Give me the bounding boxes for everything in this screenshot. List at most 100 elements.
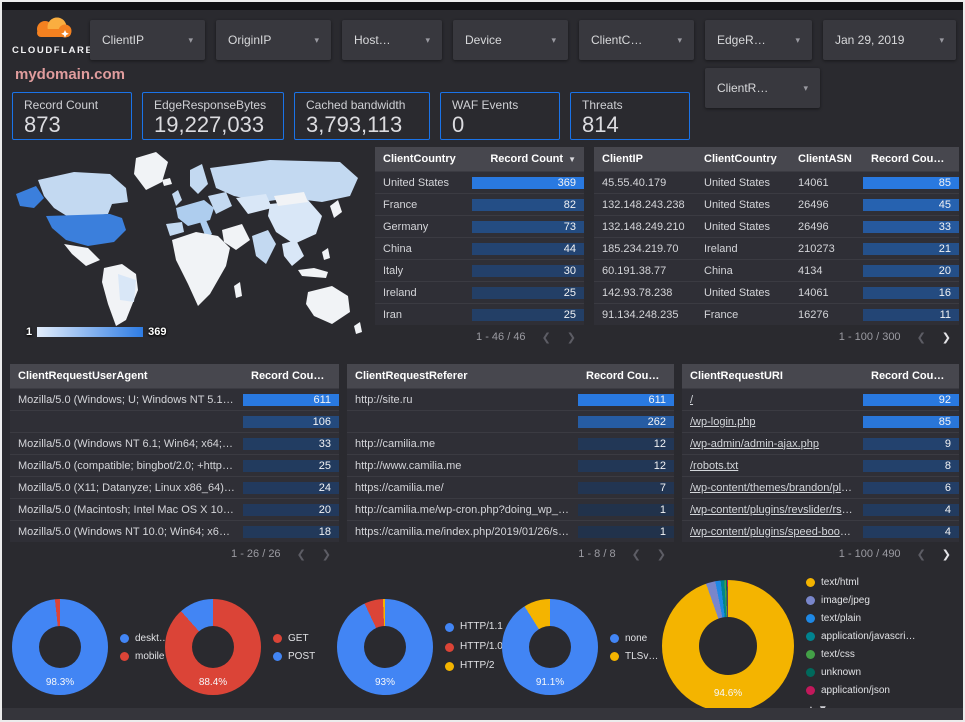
- uri-link[interactable]: /wp-content/themes/brandon/plu…: [690, 481, 859, 494]
- record-count-cell: 25: [472, 286, 584, 299]
- legend-dot-icon: [445, 662, 454, 671]
- chart-legend: deskt… mobile: [120, 633, 169, 662]
- table-pagination: 1 - 26 / 26 ❮ ❯: [10, 542, 339, 566]
- filter-originip[interactable]: OriginIP ▾: [216, 20, 331, 60]
- pagination-next-icon[interactable]: ❯: [656, 548, 666, 561]
- table-header-row: ClientIP ClientCountry ClientASN Record Cou…: [594, 147, 959, 171]
- table-cell: Mozilla/5.0 (compatible; bingbot/2.0; +h…: [18, 459, 243, 472]
- table-cell: 4134: [798, 264, 823, 277]
- pagination-next-icon[interactable]: ❯: [941, 331, 951, 344]
- column-header[interactable]: ClientRequestURI: [690, 370, 783, 382]
- scorecard-value: 19,227,033: [154, 112, 265, 137]
- date-range-filter[interactable]: Jan 29, 2019 ▾: [823, 20, 956, 60]
- table-row: Mozilla/5.0 (Macintosh; Intel Mac OS X 1…: [10, 498, 339, 520]
- column-header[interactable]: ClientRequestUserAgent: [18, 370, 148, 382]
- table-row: 60.191.38.77 China 4134 20: [594, 259, 959, 281]
- legend-item: text/html: [806, 577, 916, 588]
- table-row: https://camilia.me/index.php/2019/01/26/…: [347, 520, 674, 542]
- pagination-prev-icon[interactable]: ❮: [916, 331, 926, 344]
- table-cell: United States: [383, 176, 450, 189]
- legend-label: none: [625, 632, 648, 644]
- column-header[interactable]: Record Count ▼: [490, 153, 576, 165]
- table-row: Germany 73: [375, 215, 584, 237]
- legend-dot-icon: [445, 642, 454, 652]
- table-cell: http://camilia.me/wp-cron.php?doing_wp_c…: [355, 503, 578, 516]
- filter-host[interactable]: Host… ▾: [342, 20, 442, 60]
- table-request-uri: ClientRequestURI Record Count ▼ / 92/wp-logi…: [682, 364, 959, 566]
- column-header[interactable]: ClientASN: [798, 153, 852, 165]
- map-legend-gradient: [37, 327, 144, 337]
- filter-device[interactable]: Device ▾: [453, 20, 568, 60]
- donut-ring: 93%: [337, 599, 433, 695]
- scorecard-record-count: Record Count 873: [12, 92, 132, 140]
- filter-edger[interactable]: EdgeR… ▾: [705, 20, 812, 60]
- filter-clientrequest[interactable]: ClientR… ▾: [705, 68, 820, 108]
- record-count-cell: 33: [243, 437, 339, 450]
- sort-caret-icon: ▼: [328, 372, 337, 381]
- chevron-down-icon: ▾: [188, 34, 193, 45]
- legend-label: deskt…: [135, 632, 169, 644]
- table-cell: Mozilla/5.0 (Windows; U; Windows NT 5.1;…: [18, 393, 243, 406]
- filter-label: EdgeR…: [717, 33, 766, 47]
- record-count-cell: 4: [863, 503, 959, 516]
- scorecard-label: WAF Events: [452, 98, 519, 112]
- record-count-cell: 4: [863, 525, 959, 538]
- uri-link[interactable]: /wp-admin/admin-ajax.php: [690, 437, 820, 450]
- column-header[interactable]: Record Count ▼: [871, 153, 957, 165]
- donut-percent-label: 91.1%: [535, 677, 565, 688]
- uri-link[interactable]: /robots.txt: [690, 459, 739, 472]
- filter-clientip[interactable]: ClientIP ▾: [90, 20, 205, 60]
- legend-dot-icon: [610, 633, 619, 643]
- uri-link[interactable]: /wp-content/plugins/revslider/rs-p…: [690, 503, 863, 516]
- table-cell: 132.148.249.210: [602, 220, 685, 233]
- column-header[interactable]: ClientCountry: [383, 153, 456, 165]
- table-user-agent: ClientRequestUserAgent Record Count ▼ Mozil…: [10, 364, 339, 566]
- pagination-prev-icon[interactable]: ❮: [631, 548, 641, 561]
- scorecard-edgeresponsebytes: EdgeResponseBytes 19,227,033: [142, 92, 284, 140]
- choropleth-map: [16, 152, 362, 334]
- table-cell: Italy: [383, 264, 404, 277]
- column-header[interactable]: Record Count ▼: [871, 370, 957, 382]
- table-cell: France: [383, 198, 418, 211]
- table-cell: United States: [704, 220, 771, 233]
- uri-link[interactable]: /: [690, 393, 694, 406]
- legend-item: HTTP/1.0: [445, 641, 506, 654]
- donut-percent-label: 94.6%: [713, 688, 743, 699]
- filter-clientc[interactable]: ClientC… ▾: [579, 20, 694, 60]
- legend-dot-icon: [806, 614, 815, 623]
- table-client-ip: ClientIP ClientCountry ClientASN Record Cou…: [594, 147, 959, 349]
- legend-label: image/jpeg: [821, 595, 870, 606]
- column-header[interactable]: ClientCountry: [704, 153, 777, 165]
- scorecard-label: Record Count: [24, 98, 99, 112]
- column-header[interactable]: ClientRequestReferer: [355, 370, 468, 382]
- pagination-next-icon[interactable]: ❯: [941, 548, 951, 561]
- table-row: Ireland 25: [375, 281, 584, 303]
- column-header[interactable]: Record Count ▼: [251, 370, 337, 382]
- legend-label: HTTP/2: [460, 660, 495, 672]
- record-count-cell: 16: [863, 286, 959, 299]
- pagination-next-icon[interactable]: ❯: [566, 331, 576, 344]
- pagination-next-icon[interactable]: ❯: [321, 548, 331, 561]
- sort-caret-icon: ▼: [948, 155, 957, 164]
- pagination-prev-icon[interactable]: ❮: [541, 331, 551, 344]
- scorecard-value: 3,793,113: [306, 112, 403, 137]
- table-cell: 142.93.78.238: [602, 286, 673, 299]
- legend-dot-icon: [445, 623, 454, 632]
- legend-item: text/css: [806, 649, 916, 660]
- table-cell: Mozilla/5.0 (Windows NT 6.1; Win64; x64;…: [18, 437, 243, 450]
- column-header[interactable]: Record Count ▼: [586, 370, 672, 382]
- table-cell: Ireland: [383, 286, 417, 299]
- table-cell: 26496: [798, 220, 829, 233]
- filter-label: Host…: [354, 33, 391, 47]
- scorecard-value: 814: [582, 112, 619, 137]
- column-header[interactable]: ClientIP: [602, 153, 643, 165]
- uri-link[interactable]: /wp-content/plugins/speed-booste…: [690, 525, 863, 538]
- table-cell: 45.55.40.179: [602, 176, 667, 189]
- legend-label: unknown: [821, 667, 862, 678]
- pagination-prev-icon[interactable]: ❮: [296, 548, 306, 561]
- legend-label: POST: [288, 650, 316, 662]
- uri-link[interactable]: /wp-login.php: [690, 415, 756, 428]
- map-legend-min: 1: [26, 326, 33, 338]
- sort-caret-icon: ▼: [948, 372, 957, 381]
- pagination-prev-icon[interactable]: ❮: [916, 548, 926, 561]
